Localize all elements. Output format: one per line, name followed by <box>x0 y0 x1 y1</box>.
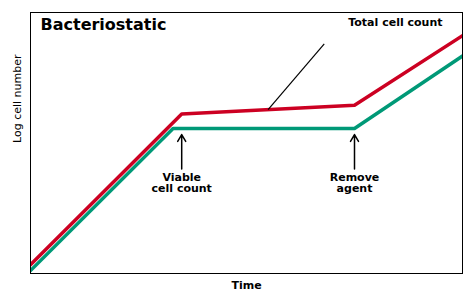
svg-text:Bacteriostatic: Bacteriostatic <box>41 15 167 34</box>
svg-text:Total cell count: Total cell count <box>348 16 442 29</box>
svg-text:Time: Time <box>231 279 261 292</box>
svg-text:Removeagent: Removeagent <box>330 171 380 195</box>
svg-text:Log cell number: Log cell number <box>11 54 24 143</box>
svg-text:Viablecell count: Viablecell count <box>152 171 212 195</box>
